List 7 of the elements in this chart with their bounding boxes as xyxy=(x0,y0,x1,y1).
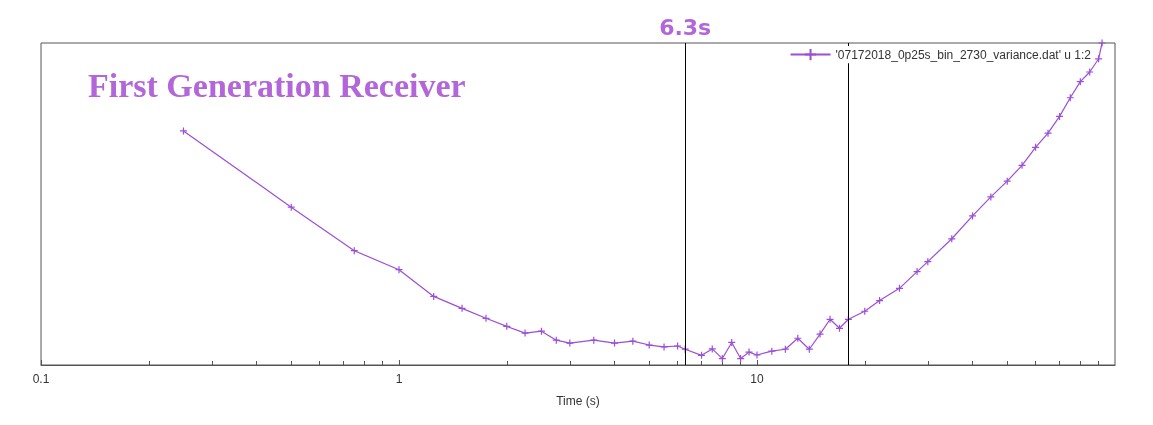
legend-label: '07172018_0p25s_bin_2730_variance.dat' u 1:2 xyxy=(835,47,1092,62)
x-tick-label: 10 xyxy=(750,372,764,386)
ref-line-label: 6.3s xyxy=(659,14,712,40)
x-tick-label: 0.1 xyxy=(32,372,50,386)
x-axis-title: Time (s) xyxy=(556,394,600,408)
x-tick-label: 1 xyxy=(395,372,403,386)
text: First Generation Receiver xyxy=(88,66,466,104)
